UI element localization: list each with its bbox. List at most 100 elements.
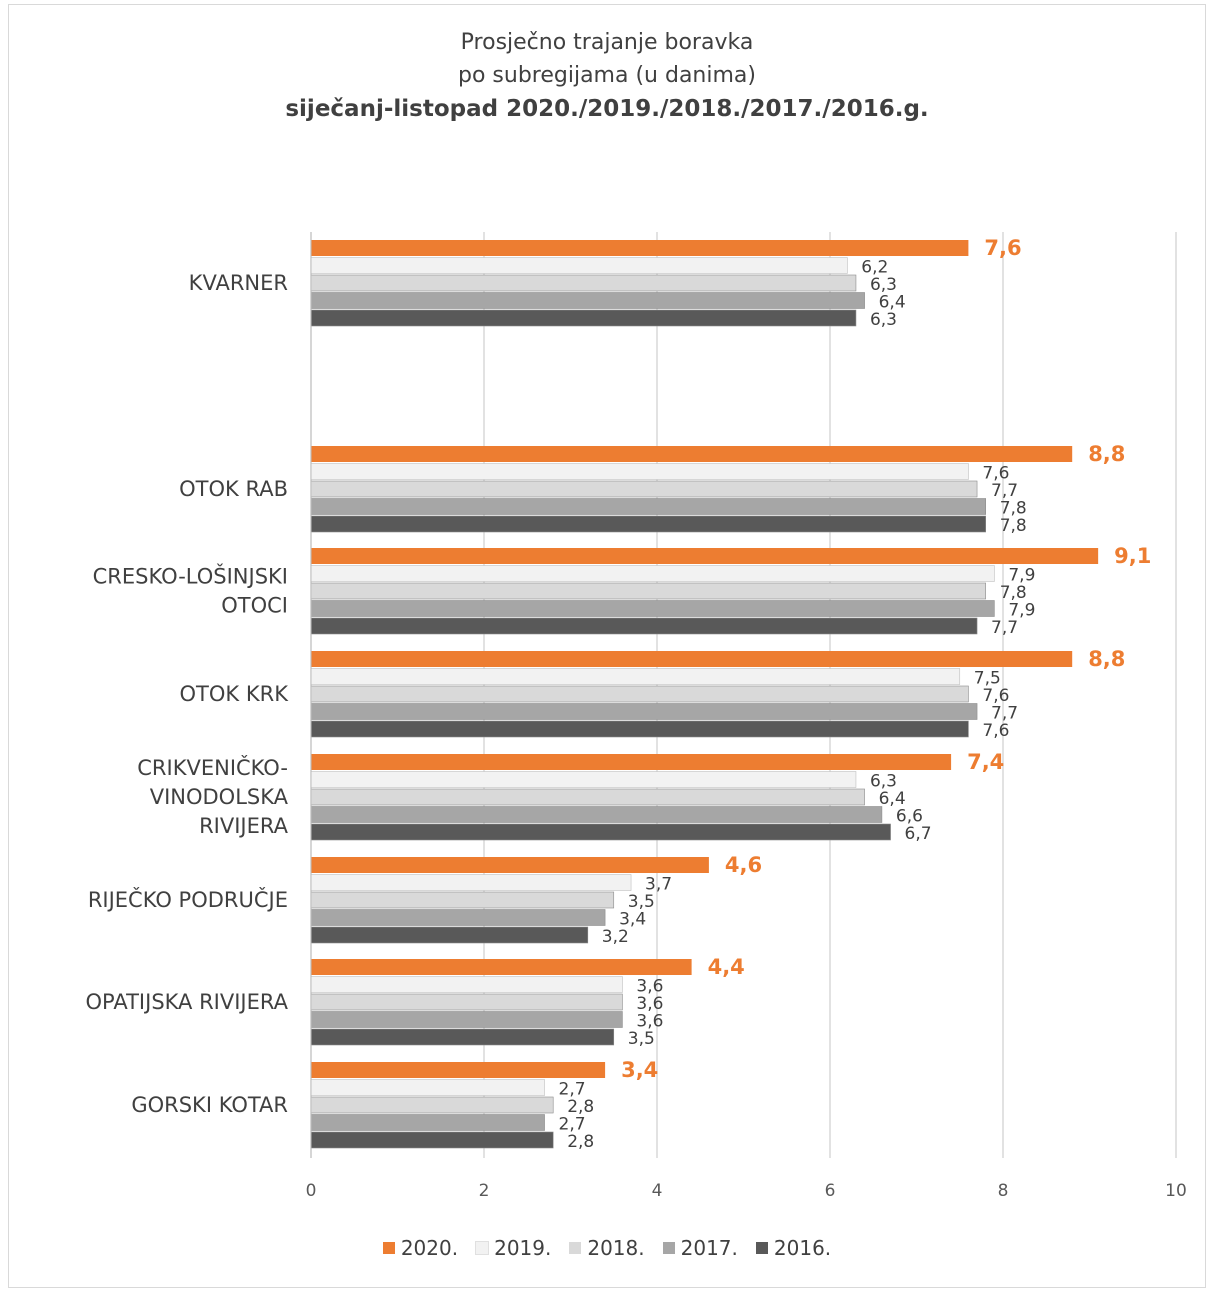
bar-2017-6 bbox=[310, 1011, 623, 1028]
data-label: 3,4 bbox=[619, 910, 646, 930]
data-label: 7,8 bbox=[1000, 499, 1027, 519]
bar-2018-4 bbox=[310, 788, 865, 806]
bar-2017-2 bbox=[310, 600, 995, 617]
legend-swatch bbox=[475, 1241, 490, 1255]
data-label: 6,3 bbox=[870, 772, 897, 792]
category-label: VINODOLSKA bbox=[150, 785, 289, 809]
bar-2020-6 bbox=[311, 959, 692, 975]
data-label: 7,4 bbox=[967, 750, 1004, 774]
data-label: 2,8 bbox=[567, 1132, 594, 1152]
bar-2019-6 bbox=[310, 976, 623, 993]
bar-2017-3 bbox=[310, 703, 978, 720]
bar-2018-1 bbox=[310, 480, 978, 498]
category-label: RIJEČKO PODRUČJE bbox=[88, 887, 288, 912]
bar-2019-1 bbox=[310, 463, 969, 480]
x-tick-label: 2 bbox=[479, 1181, 490, 1201]
bar-2016-3 bbox=[310, 720, 969, 738]
data-label: 3,4 bbox=[621, 1058, 658, 1082]
legend-item: 2019. bbox=[475, 1236, 552, 1260]
legend-label: 2016. bbox=[773, 1236, 832, 1260]
bar-2016-5 bbox=[310, 926, 589, 944]
bar-2018-2 bbox=[310, 582, 987, 600]
bar-2017-7 bbox=[310, 1114, 545, 1131]
category-label: OTOK RAB bbox=[179, 477, 288, 501]
bar-2018-5 bbox=[310, 891, 615, 909]
legend-swatch bbox=[755, 1242, 768, 1254]
data-label: 2,7 bbox=[559, 1115, 586, 1135]
chart-title-line-1: Prosječno trajanje boravka bbox=[460, 30, 754, 55]
bar-2019-0 bbox=[310, 257, 848, 274]
data-label: 7,9 bbox=[1008, 601, 1035, 621]
data-label: 7,5 bbox=[974, 669, 1001, 689]
bar-2019-3 bbox=[310, 668, 961, 685]
bar-2016-4 bbox=[310, 823, 891, 841]
bar-2016-1 bbox=[310, 515, 987, 533]
data-label: 7,6 bbox=[982, 686, 1009, 706]
bar-2018-0 bbox=[310, 274, 857, 292]
data-label: 7,6 bbox=[982, 721, 1009, 741]
data-label: 9,1 bbox=[1114, 544, 1151, 568]
category-label: GORSKI KOTAR bbox=[131, 1093, 288, 1117]
chart-frame bbox=[8, 4, 1206, 1288]
x-tick-label: 8 bbox=[998, 1181, 1009, 1201]
bar-2016-7 bbox=[310, 1131, 554, 1149]
data-label: 7,7 bbox=[991, 618, 1018, 638]
category-label: KVARNER bbox=[189, 271, 288, 295]
bar-2019-2 bbox=[310, 565, 995, 582]
legend-item: 2020. bbox=[382, 1236, 458, 1260]
data-label: 3,6 bbox=[636, 977, 663, 997]
bar-2016-6 bbox=[310, 1028, 615, 1046]
x-tick-label: 0 bbox=[306, 1181, 317, 1201]
bar-2020-2 bbox=[311, 548, 1099, 564]
bar-2017-0 bbox=[310, 292, 865, 309]
data-label: 4,6 bbox=[725, 853, 762, 877]
data-label: 2,8 bbox=[567, 1097, 594, 1117]
bar-2020-0 bbox=[311, 240, 969, 256]
bar-2020-4 bbox=[311, 754, 952, 770]
data-label: 8,8 bbox=[1088, 647, 1125, 671]
legend-item: 2016. bbox=[755, 1236, 832, 1260]
data-label: 3,6 bbox=[636, 994, 663, 1014]
legend-label: 2019. bbox=[494, 1236, 552, 1260]
data-label: 8,8 bbox=[1088, 442, 1125, 466]
data-label: 6,6 bbox=[896, 807, 923, 827]
data-label: 2,7 bbox=[559, 1080, 586, 1100]
chart-subtitle: siječanj-listopad 2020./2019./2018./2017… bbox=[285, 96, 929, 122]
data-label: 7,7 bbox=[991, 481, 1018, 501]
x-tick-label: 10 bbox=[1165, 1181, 1187, 1201]
data-label: 6,7 bbox=[905, 824, 932, 844]
bar-2020-5 bbox=[311, 857, 709, 873]
category-label: OTOK KRK bbox=[180, 682, 290, 706]
legend-label: 2017. bbox=[680, 1236, 738, 1260]
legend-item: 2018. bbox=[569, 1236, 645, 1260]
bar-2017-4 bbox=[310, 806, 883, 823]
bar-2019-4 bbox=[310, 771, 857, 788]
legend-label: 2018. bbox=[587, 1236, 645, 1260]
data-label: 7,9 bbox=[1008, 566, 1035, 586]
bar-2017-5 bbox=[310, 909, 606, 926]
data-label: 3,2 bbox=[602, 927, 629, 947]
bar-2020-7 bbox=[311, 1062, 606, 1078]
legend-item: 2017. bbox=[662, 1236, 738, 1260]
legend-swatch bbox=[382, 1242, 395, 1254]
data-label: 6,4 bbox=[879, 789, 906, 809]
data-label: 6,3 bbox=[870, 310, 897, 330]
data-label: 6,3 bbox=[870, 275, 897, 295]
data-label: 7,6 bbox=[982, 464, 1009, 484]
bar-2018-3 bbox=[310, 685, 969, 703]
x-tick-label: 4 bbox=[652, 1181, 663, 1201]
bar-2016-0 bbox=[310, 309, 857, 327]
bar-2020-3 bbox=[311, 651, 1073, 667]
category-label: CRESKO-LOŠINJSKI bbox=[93, 564, 288, 589]
legend-swatch bbox=[569, 1242, 582, 1254]
bar-2020-1 bbox=[311, 446, 1073, 462]
category-label: RIVIJERA bbox=[199, 814, 289, 838]
bar-2016-2 bbox=[310, 617, 978, 635]
category-label: OPATIJSKA RIVIJERA bbox=[86, 990, 289, 1014]
data-label: 7,7 bbox=[991, 704, 1018, 724]
data-label: 7,8 bbox=[1000, 583, 1027, 603]
data-label: 3,5 bbox=[628, 1029, 655, 1049]
category-label: CRIKVENIČKO- bbox=[137, 755, 288, 780]
bar-2019-5 bbox=[310, 874, 632, 891]
